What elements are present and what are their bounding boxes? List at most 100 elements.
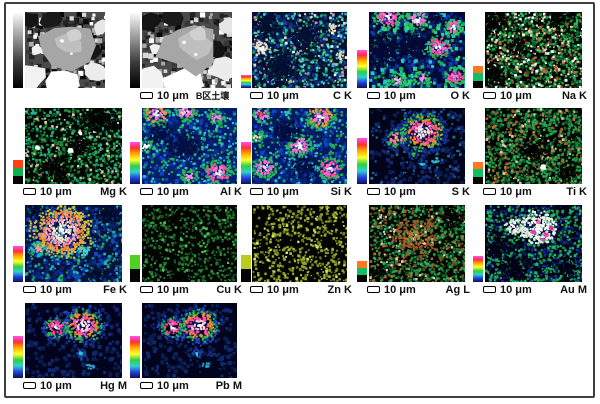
panel-caption: 10 μm Ti K <box>483 185 588 198</box>
intensity-colorbar <box>357 50 367 88</box>
scalebar-icon <box>367 286 380 293</box>
colorbar-segment <box>473 162 483 170</box>
sample-caption: B区土壤 <box>195 91 230 101</box>
element-label: Fe K <box>103 283 127 296</box>
scalebar-icon <box>250 92 263 99</box>
intensity-colorbar <box>130 336 140 378</box>
scalebar-icon <box>483 286 496 293</box>
colorbar-segment <box>473 176 483 184</box>
intensity-colorbar <box>473 66 483 88</box>
element-label: Al K <box>220 185 242 198</box>
scalebar-icon <box>140 382 153 389</box>
scalebar-icon <box>250 286 263 293</box>
map-image <box>142 108 237 184</box>
scalebar-icon <box>483 188 496 195</box>
map-image <box>485 108 582 184</box>
scalebar-icon <box>483 92 496 99</box>
map-image <box>485 205 582 282</box>
element-label: C K <box>333 89 352 102</box>
scalebar-icon <box>367 92 380 99</box>
colorbar-segment <box>13 176 23 184</box>
scale-label: 10 μm <box>500 185 532 198</box>
map-image <box>25 303 122 378</box>
map-image <box>252 108 347 184</box>
map-image <box>252 12 347 88</box>
scale-label: 10 μm <box>157 379 189 392</box>
map-image <box>369 12 465 88</box>
scale-label: 10 μm <box>384 283 416 296</box>
scalebar-icon <box>250 188 263 195</box>
intensity-colorbar <box>130 142 140 184</box>
panel-caption: 10 μm Au M <box>483 283 588 296</box>
intensity-colorbar <box>241 142 251 184</box>
intensity-colorbar <box>473 162 483 184</box>
colorbar-segment <box>13 168 23 176</box>
panel-caption: 10 μm B区土壤 <box>140 89 229 102</box>
intensity-colorbar <box>241 255 251 282</box>
colorbar-segment <box>473 66 483 74</box>
scale-label: 10 μm <box>267 185 299 198</box>
colorbar-segment <box>130 255 140 269</box>
panel-caption: 10 μm Zn K <box>250 283 353 296</box>
element-label: Hg M <box>100 379 127 392</box>
scalebar-icon <box>23 286 36 293</box>
intensity-colorbar <box>13 336 23 378</box>
intensity-colorbar <box>13 246 23 282</box>
element-label: Cu K <box>216 283 242 296</box>
element-label: Au M <box>560 283 587 296</box>
colorbar-segment <box>241 255 251 269</box>
panel-caption: 10 μm Mg K <box>23 185 128 198</box>
map-image <box>369 205 465 282</box>
map-image <box>25 12 105 88</box>
scale-label: 10 μm <box>384 89 416 102</box>
colorbar-segment <box>130 268 140 282</box>
map-image <box>369 108 465 184</box>
panel-caption: 10 μm Cu K <box>140 283 243 296</box>
colorbar-segment <box>357 261 367 268</box>
intensity-colorbar <box>13 160 23 184</box>
colorbar-segment <box>473 80 483 88</box>
panel-caption: 10 μm O K <box>367 89 471 102</box>
panel-caption: 10 μm Na K <box>483 89 588 102</box>
intensity-colorbar <box>13 12 23 88</box>
colorbar-segment <box>357 275 367 282</box>
element-label: S K <box>451 185 470 198</box>
scalebar-icon <box>140 188 153 195</box>
map-image <box>142 205 237 282</box>
scale-label: 10 μm <box>40 185 72 198</box>
intensity-colorbar <box>130 12 140 88</box>
map-image <box>485 12 582 88</box>
element-label: Ag L <box>445 283 470 296</box>
scalebar-icon <box>140 286 153 293</box>
scale-label: 10 μm <box>500 283 532 296</box>
element-label: Pb M <box>215 379 242 392</box>
intensity-colorbar <box>357 138 367 184</box>
map-image <box>142 303 237 378</box>
scalebar-icon <box>140 92 153 99</box>
colorbar-segment <box>473 169 483 177</box>
element-label: O K <box>450 89 470 102</box>
element-label: Si K <box>330 185 352 198</box>
scalebar-icon <box>23 188 36 195</box>
scale-label: 10 μm <box>500 89 532 102</box>
map-image <box>25 108 122 184</box>
scale-label: 10 μm <box>40 283 72 296</box>
intensity-colorbar <box>241 75 251 88</box>
panel-caption: 10 μm Hg M <box>23 379 128 392</box>
map-image <box>25 205 122 282</box>
scale-label: 10 μm <box>267 89 299 102</box>
scale-label: 10 μm <box>267 283 299 296</box>
colorbar-segment <box>241 268 251 282</box>
panel-caption: 10 μm Al K <box>140 185 243 198</box>
element-label: Ti K <box>566 185 587 198</box>
panel-caption: 10 μm Si K <box>250 185 353 198</box>
scalebar-icon <box>23 382 36 389</box>
map-image <box>252 205 347 282</box>
map-image <box>142 12 232 88</box>
colorbar-segment <box>473 73 483 81</box>
panel-caption: 10 μm Pb M <box>140 379 243 392</box>
intensity-colorbar <box>357 261 367 282</box>
panel-caption: 10 μm Fe K <box>23 283 128 296</box>
panel-caption: 10 μm Ag L <box>367 283 471 296</box>
scale-label: 10 μm <box>384 185 416 198</box>
